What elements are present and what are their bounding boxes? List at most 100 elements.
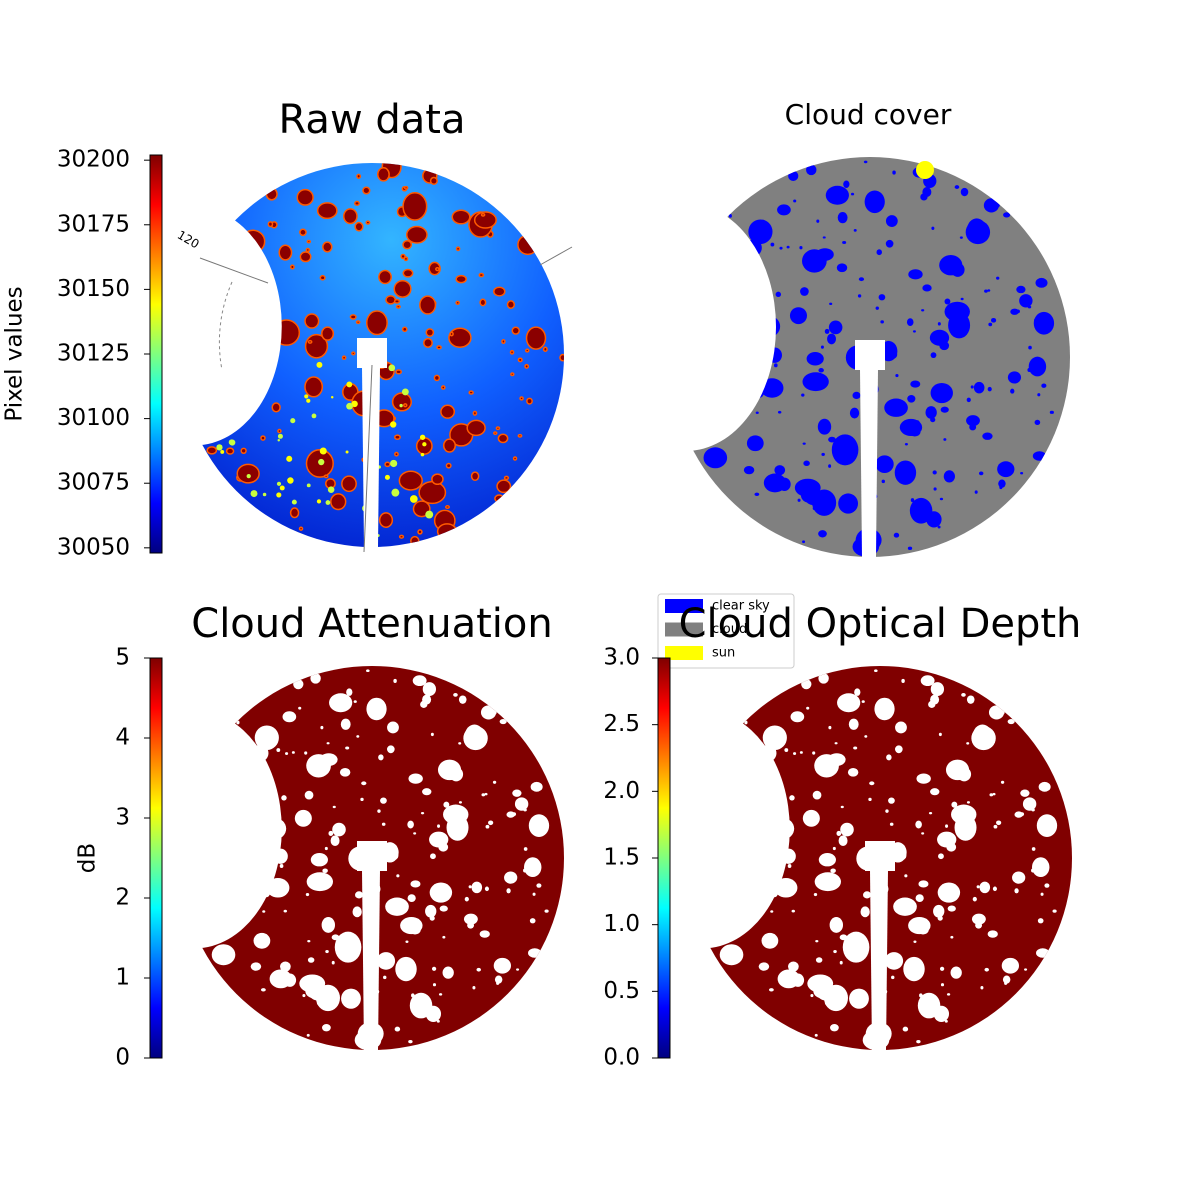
cloud-patch: [307, 339, 313, 344]
cloud-patch: [922, 284, 932, 292]
speckle: [425, 510, 434, 519]
cloud-patch: [777, 969, 800, 989]
cloud-patch: [323, 474, 329, 479]
cloud-patch: [365, 220, 371, 225]
cloud-patch: [394, 1026, 401, 1032]
cloud-patch: [528, 814, 550, 837]
cloud-patch: [281, 795, 287, 801]
cloud-patch: [455, 300, 460, 306]
cloud-patch: [417, 529, 423, 535]
cloud-patch: [407, 820, 414, 829]
cloud-patch: [998, 479, 1006, 488]
cloud-patch: [510, 372, 515, 377]
cloud-patch: [517, 357, 523, 363]
cloud-patch: [320, 725, 324, 730]
cloud-patch: [407, 894, 416, 902]
speckle: [277, 433, 283, 439]
cloud-patch: [495, 426, 501, 431]
cloud-patch: [432, 983, 437, 987]
cloud-patch: [529, 918, 536, 924]
cloud-patch: [393, 298, 401, 304]
cloud-patch: [1007, 371, 1022, 384]
speckle: [319, 447, 327, 455]
cloud-patch: [852, 391, 861, 399]
legend-swatch: [665, 599, 703, 613]
cloud-patch: [828, 436, 836, 443]
cloud-patch: [321, 917, 336, 933]
cloud-patch: [910, 498, 915, 503]
cloud-patch: [425, 328, 435, 337]
cloud-patch: [728, 953, 737, 961]
cloud-patch: [988, 705, 1005, 720]
cloud-patch: [875, 455, 894, 473]
cloud-patch: [802, 540, 806, 544]
speckle: [242, 506, 248, 513]
cloud-patch: [1049, 410, 1054, 414]
cloud-patch: [433, 374, 441, 382]
cloud-patch: [329, 693, 353, 713]
speckle: [345, 450, 349, 454]
cloud-patch: [990, 318, 997, 323]
cloud-patch: [832, 846, 836, 851]
cloud-patch: [398, 470, 423, 491]
cloud-patch: [324, 846, 328, 851]
mast: [870, 870, 888, 1050]
cloud-patch: [930, 382, 953, 404]
cloud-patch: [451, 209, 471, 225]
colorbar-label: dB: [75, 843, 101, 873]
cloud-patch: [429, 831, 449, 848]
cloud-patch: [814, 1033, 818, 1037]
cloud-patch: [326, 742, 330, 745]
cloud-patch: [524, 348, 530, 353]
cloud-patch: [849, 407, 860, 419]
cloud-patch: [1038, 781, 1051, 792]
cloud-patch: [773, 381, 783, 393]
cloud-patch: [850, 192, 855, 196]
cloud-patch: [966, 415, 980, 427]
cloud-patch: [484, 792, 488, 796]
cloud-patch: [425, 904, 437, 918]
cloud-patch: [463, 913, 478, 925]
cloud-patch: [310, 673, 321, 684]
speckle: [306, 483, 311, 488]
cloud-patch: [937, 882, 961, 903]
cloud-patch: [1020, 472, 1024, 475]
cloud-patch: [436, 1019, 440, 1023]
cloud-patch: [843, 180, 850, 189]
cloud-patch: [837, 693, 861, 713]
cloud-patch: [1007, 718, 1015, 725]
cloud-patch: [904, 874, 908, 878]
cloud-patch: [1028, 356, 1047, 377]
cloud-patch: [868, 797, 872, 802]
cloud-patch: [356, 735, 360, 738]
cloud-patch: [448, 327, 472, 348]
cloud-patch: [240, 447, 247, 455]
cloud-patch: [799, 751, 803, 754]
cloud-patch: [802, 809, 820, 827]
cloud-patch: [838, 835, 848, 847]
cloud-patch: [861, 700, 865, 703]
cloud-patch: [330, 835, 340, 847]
cloud-patch: [972, 896, 977, 902]
cloud-patch: [920, 193, 928, 201]
speckle: [306, 398, 311, 403]
cloud-patch: [926, 511, 942, 528]
cloud-patch: [998, 463, 1002, 468]
speckle: [422, 442, 427, 447]
cloud-patch: [978, 471, 984, 476]
cloud-patch: [789, 307, 807, 325]
cloud-patch: [818, 852, 836, 867]
cloud-patch: [814, 754, 839, 778]
cloud-patch: [979, 881, 991, 894]
cloud-patch: [1031, 847, 1036, 851]
zenith-line: [363, 364, 373, 553]
cloud-patch: [304, 790, 314, 800]
cloud-patch: [355, 320, 361, 325]
cloud-patch: [904, 443, 908, 446]
cloud-patch: [349, 314, 357, 320]
speckle: [311, 413, 317, 419]
cloud-patch: [449, 767, 464, 782]
colorbar-tick-label: 0.5: [603, 978, 640, 1004]
cloud-patch: [907, 394, 916, 403]
cloud-patch: [779, 246, 783, 250]
